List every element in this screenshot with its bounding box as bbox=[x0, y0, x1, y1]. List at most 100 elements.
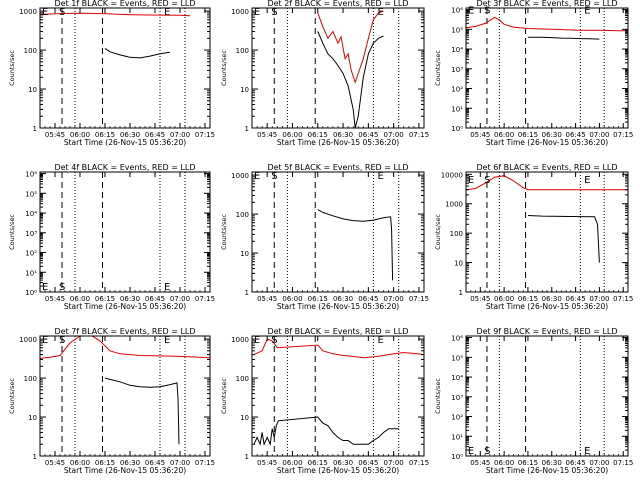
y-tick-label: 10 bbox=[240, 414, 249, 422]
y-tick-label: 10⁶ bbox=[25, 171, 37, 179]
x-tick-label: 05:45 bbox=[470, 295, 490, 303]
x-axis-label: Start Time (26-Nov-15 05:36:20) bbox=[64, 302, 186, 311]
y-axis-label: Counts/sec bbox=[8, 50, 16, 86]
x-tick-label: 06:30 bbox=[120, 131, 140, 139]
x-tick-label: 07:15 bbox=[409, 131, 429, 139]
y-tick-label: 100 bbox=[24, 47, 37, 55]
y-tick-label: 10 bbox=[240, 86, 249, 94]
marker-label: E bbox=[584, 6, 590, 17]
marker-label: E bbox=[254, 335, 260, 346]
x-tick-label: 07:00 bbox=[589, 131, 609, 139]
x-tick-label: 06:30 bbox=[120, 459, 140, 467]
chart-title: Det 5f BLACK = Events, RED = LLD bbox=[267, 163, 408, 172]
y-tick-label: 10⁴ bbox=[25, 210, 37, 218]
x-tick-label: 07:15 bbox=[613, 131, 633, 139]
chart-panel-4: Det 4f BLACK = Events, RED = LLD 10⁰ 10¹ 10… bbox=[8, 163, 215, 311]
marker-label: E bbox=[254, 7, 260, 18]
marker-label: S bbox=[271, 335, 277, 346]
x-tick-label: 06:15 bbox=[308, 459, 328, 467]
x-tick-label: 06:45 bbox=[565, 131, 585, 139]
x-tick-label: 06:45 bbox=[145, 295, 165, 303]
x-tick-label: 06:30 bbox=[333, 459, 353, 467]
x-axis-label: Start Time (26-Nov-15 05:36:20) bbox=[486, 302, 608, 311]
x-tick-label: 06:15 bbox=[518, 459, 538, 467]
x-tick-label: 07:00 bbox=[170, 131, 190, 139]
marker-label: E bbox=[468, 6, 474, 17]
chart-title: Det 9f BLACK = Events, RED = LLD bbox=[476, 327, 617, 336]
y-tick-label: 10000 bbox=[441, 171, 463, 179]
y-tick-label: 1000 bbox=[19, 8, 37, 16]
x-axis-label: Start Time (26-Nov-15 05:36:20) bbox=[486, 138, 608, 147]
series-line-events bbox=[253, 416, 399, 447]
y-tick-label: 1 bbox=[33, 453, 37, 461]
x-tick-label: 05:45 bbox=[257, 459, 277, 467]
x-tick-label: 06:00 bbox=[70, 295, 90, 303]
series-line-lld bbox=[466, 16, 628, 32]
x-tick-label: 06:30 bbox=[542, 459, 562, 467]
marker-label: E bbox=[468, 446, 474, 457]
series-line-events bbox=[104, 377, 180, 445]
y-tick-label: 10² bbox=[451, 86, 463, 94]
x-tick-label: 06:00 bbox=[494, 459, 514, 467]
y-tick-label: 10 bbox=[28, 414, 37, 422]
series-line-lld bbox=[466, 175, 628, 191]
x-axis-label: Start Time (26-Nov-15 05:36:20) bbox=[486, 466, 608, 475]
x-tick-label: 07:00 bbox=[170, 459, 190, 467]
y-tick-label: 100 bbox=[450, 230, 463, 238]
y-tick-label: 1000 bbox=[231, 336, 249, 344]
x-tick-label: 06:45 bbox=[145, 131, 165, 139]
x-tick-label: 06:15 bbox=[518, 295, 538, 303]
x-tick-label: 06:15 bbox=[95, 459, 115, 467]
y-axis-label: Counts/sec bbox=[434, 214, 442, 250]
chart-panel-5: Det 5f BLACK = Events, RED = LLD 1 10 100 10… bbox=[220, 163, 429, 311]
x-tick-label: 07:15 bbox=[409, 295, 429, 303]
marker-label: E bbox=[254, 171, 260, 182]
x-tick-label: 05:45 bbox=[45, 131, 65, 139]
y-tick-label: 10¹ bbox=[451, 105, 463, 113]
x-axis-label: Start Time (26-Nov-15 05:36:20) bbox=[277, 466, 399, 475]
x-tick-label: 05:45 bbox=[257, 131, 277, 139]
marker-label: E bbox=[377, 171, 383, 182]
x-tick-label: 06:30 bbox=[542, 295, 562, 303]
y-tick-label: 100 bbox=[236, 375, 249, 383]
y-tick-label: 10 bbox=[240, 250, 249, 258]
x-axis-label: Start Time (26-Nov-15 05:36:20) bbox=[277, 302, 399, 311]
y-tick-label: 10³ bbox=[25, 230, 37, 238]
y-tick-label: 10¹ bbox=[451, 433, 463, 441]
y-axis-label: Counts/sec bbox=[434, 378, 442, 414]
x-tick-label: 06:45 bbox=[358, 131, 378, 139]
marker-label: S bbox=[484, 6, 490, 17]
y-tick-label: 10⁶ bbox=[451, 7, 463, 15]
series-line-lld bbox=[253, 338, 424, 359]
y-tick-label: 1000 bbox=[19, 336, 37, 344]
y-tick-label: 10 bbox=[454, 260, 463, 268]
chart-title: Det 8f BLACK = Events, RED = LLD bbox=[267, 327, 408, 336]
y-tick-label: 1 bbox=[245, 453, 249, 461]
y-tick-label: 10² bbox=[25, 250, 37, 258]
y-tick-label: 10⁰ bbox=[451, 125, 463, 133]
x-axis-label: Start Time (26-Nov-15 05:36:20) bbox=[64, 138, 186, 147]
marker-label: S bbox=[484, 175, 490, 186]
x-tick-label: 06:15 bbox=[308, 131, 328, 139]
chart-title: Det 3f BLACK = Events, RED = LLD bbox=[476, 0, 617, 8]
y-tick-label: 10⁶ bbox=[451, 335, 463, 343]
marker-label: S bbox=[59, 282, 65, 293]
y-axis-label: Counts/sec bbox=[8, 378, 16, 414]
y-tick-label: 10³ bbox=[451, 66, 463, 74]
x-tick-label: 06:45 bbox=[565, 295, 585, 303]
x-tick-label: 06:00 bbox=[282, 131, 302, 139]
x-tick-label: 07:00 bbox=[589, 295, 609, 303]
x-tick-label: 06:45 bbox=[358, 459, 378, 467]
chart-title: Det 6f BLACK = Events, RED = LLD bbox=[476, 163, 617, 172]
x-tick-label: 06:00 bbox=[494, 131, 514, 139]
x-tick-label: 06:15 bbox=[95, 131, 115, 139]
x-tick-label: 06:45 bbox=[145, 459, 165, 467]
marker-label: S bbox=[271, 171, 277, 182]
x-tick-label: 07:00 bbox=[384, 295, 404, 303]
y-axis-label: Counts/sec bbox=[220, 50, 228, 86]
x-tick-label: 07:15 bbox=[195, 459, 215, 467]
x-tick-label: 06:30 bbox=[120, 295, 140, 303]
y-tick-label: 1 bbox=[33, 125, 37, 133]
plot-frame bbox=[251, 7, 425, 129]
